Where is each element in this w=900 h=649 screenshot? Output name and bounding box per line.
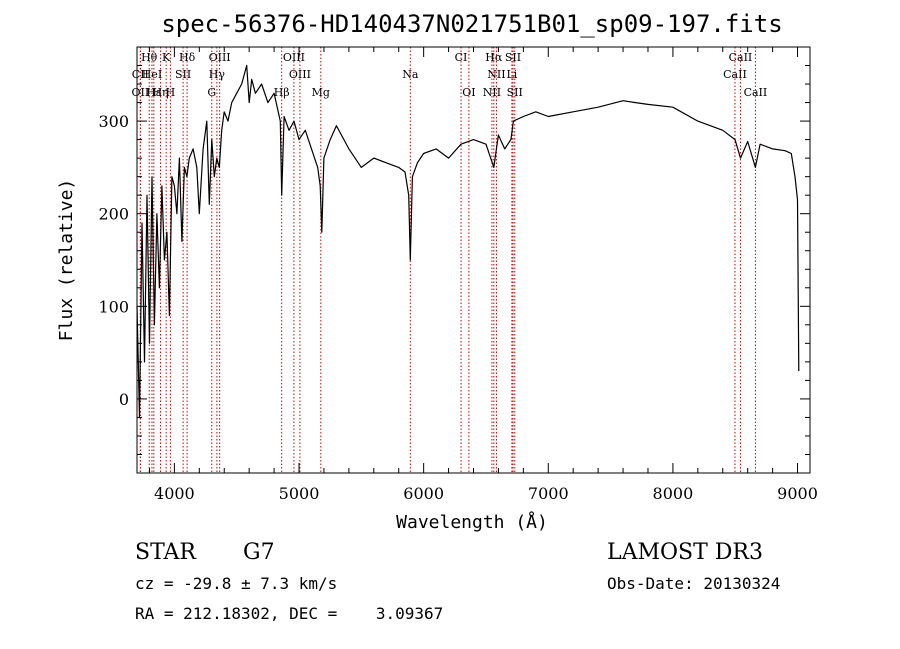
line-label-k: K [162,51,171,64]
line-label-hβ: Hβ [274,86,290,99]
line-label-hδ: Hδ [179,51,196,64]
line-label-sii: SII [507,86,523,99]
line-label-li: Li [506,68,517,81]
line-label-sii: SII [175,68,191,81]
line-marker-layer [139,47,756,473]
line-label-oiii: OIII [283,51,305,64]
line-label-nii: NII [487,68,505,81]
line-label-caii: CaII [744,86,768,99]
line-label-hei: HeI [142,68,162,81]
x-tick-label: 9000 [777,484,818,503]
line-label-oiii: OIII [209,51,231,64]
line-label-cii: CII [132,68,149,81]
y-tick-label: 200 [98,205,129,224]
tick-layer: 4000 5000 6000 7000 8000 9000 0 100 200 300 [98,47,818,503]
y-tick-label: 300 [98,112,129,131]
object-subclass: G7 [243,540,275,565]
x-tick-label: 7000 [528,484,569,503]
chart-title: spec-56376-HD140437N021751B01_sp09-197.f… [161,10,782,38]
line-label-oii: OII [132,86,150,99]
line-label-h: H [166,86,176,99]
line-label-hα: Hα [485,51,503,64]
line-label-hε: Hε [146,86,162,99]
x-tick-label: 6000 [403,484,444,503]
spectrum-layer [136,64,800,418]
line-label-sii: SII [505,51,521,64]
y-tick-label: 100 [98,297,129,316]
line-label-oi: OI [462,86,475,99]
x-axis-title: Wavelength (Å) [396,511,548,533]
y-tick-label: 0 [119,390,129,409]
x-tick-label: 5000 [279,484,320,503]
line-label-oiii: OIII [289,68,311,81]
line-label-hγ: Hγ [209,68,226,81]
spectrum-flux-line [136,64,800,418]
ra-dec-coordinates: RA = 212.18302, DEC = 3.09367 [135,604,444,623]
observation-date: Obs-Date: 20130324 [607,574,781,593]
line-label-hθ: Hθ [141,51,158,64]
line-label-hη: Hη [152,86,168,99]
y-axis-title: Flux (relative) [56,179,77,342]
plot-frame [136,46,811,474]
line-label-g: G [207,86,216,99]
line-label-caii: CaII [723,68,747,81]
line-label-mg: Mg [312,86,330,99]
line-label-nii: NII [483,86,501,99]
x-tick-label: 4000 [154,484,195,503]
line-label-caii: CaII [729,51,753,64]
survey-name: LAMOST DR3 [607,540,763,565]
object-class: STAR [135,540,196,565]
line-label-ci: CI [455,51,468,64]
redshift-velocity: cz = -29.8 ± 7.3 km/s [135,574,338,593]
line-label-na: Na [402,68,419,81]
x-tick-label: 8000 [653,484,694,503]
